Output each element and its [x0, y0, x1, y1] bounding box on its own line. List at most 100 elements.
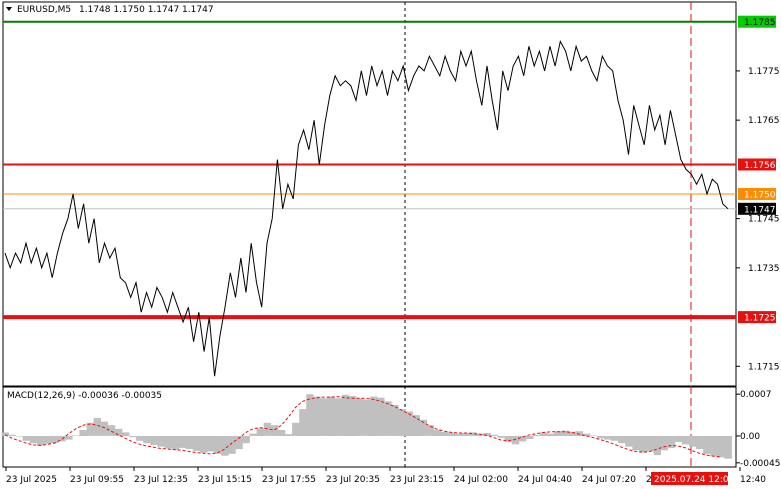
macd-histogram-bar: [547, 433, 555, 436]
macd-histogram-bar: [575, 431, 583, 436]
level-badge-label-2: 1.1750: [744, 191, 776, 201]
macd-histogram-bar: [150, 436, 158, 445]
macd-histogram-bar: [199, 436, 208, 453]
macd-histogram-bar: [440, 431, 449, 436]
macd-histogram-bar: [44, 436, 52, 444]
macd-histogram-bar: [36, 436, 45, 446]
macd-histogram-bar: [604, 436, 612, 440]
macd-histogram-bar: [582, 433, 591, 436]
macd-histogram-bar: [540, 432, 548, 436]
macd-histogram-bar: [710, 436, 718, 457]
time-label-3: 23 Jul 15:15: [198, 475, 252, 485]
price-series: [4, 39, 729, 377]
macd-axis: 0.0007 0.00 -0.00045: [736, 390, 780, 469]
time-label-9: 24 Jul 07:20: [582, 475, 636, 485]
time-label-4: 23 Jul 17:55: [262, 475, 316, 485]
macd-histogram-bar: [596, 436, 605, 439]
macd-histogram-bar: [653, 436, 661, 456]
macd-histogram-bar: [384, 401, 392, 436]
macd-histogram-bar: [15, 436, 23, 437]
macd-histogram-bar: [313, 396, 321, 436]
macd-histogram-bar: [674, 436, 683, 442]
macd-histogram-bar: [263, 422, 272, 436]
macd-histogram-bar: [107, 425, 116, 436]
macd-histogram-bar: [221, 436, 229, 456]
time-highlight-label: 2025.07.24 12:00: [654, 475, 735, 485]
time-label-6: 23 Jul 23:15: [390, 475, 444, 485]
macd-histogram-bar: [696, 436, 704, 450]
chart-header: EURUSD,M5 1.1748 1.1750 1.1747 1.1747: [6, 5, 214, 15]
macd-histogram-bar: [646, 436, 654, 452]
macd-histogram-bar: [157, 436, 165, 447]
macd-histogram-bar: [86, 422, 94, 436]
level-badge-1: [738, 158, 776, 171]
macd-histogram-bar: [497, 436, 505, 438]
time-axis: 23 Jul 2025 23 Jul 09:55 23 Jul 12:35 23 Ju…: [5, 467, 766, 485]
macd-histogram-bar: [306, 394, 314, 436]
macd-histogram-bar: [100, 421, 109, 436]
macd-histogram-bar: [207, 436, 215, 452]
dropdown-triangle-icon[interactable]: [6, 7, 12, 11]
macd-histogram-bar: [178, 436, 187, 448]
macd-histogram-bar: [51, 436, 59, 444]
macd-histogram-bar: [561, 430, 569, 436]
macd-histogram-bar: [65, 436, 73, 440]
macd-histogram-bar: [455, 433, 463, 436]
macd-histogram-bar: [689, 436, 697, 447]
price-line: [4, 39, 729, 377]
macd-histogram-bar: [320, 398, 328, 436]
macd-histogram-bar: [164, 436, 172, 449]
time-label-5: 23 Jul 20:35: [326, 475, 380, 485]
macd-histogram-bar: [511, 436, 520, 445]
macd-histogram-bar: [214, 436, 222, 454]
macd-histogram-bar: [391, 404, 399, 436]
macd-histogram-bar: [611, 436, 619, 441]
macd-tick-label-1: 0.00: [740, 432, 760, 442]
level-badge-label-3: 1.1747: [744, 205, 776, 215]
macd-histogram-bar: [72, 435, 80, 436]
macd-label: MACD(12,26,9) -0.00036 -0.00035: [7, 391, 162, 401]
macd-histogram-bar: [341, 394, 350, 436]
macd-histogram-bar: [93, 418, 101, 436]
symbol-label: EURUSD,M5: [17, 5, 71, 15]
time-label-7: 24 Jul 02:00: [454, 475, 508, 485]
macd-histogram-bar: [703, 436, 711, 454]
macd-histogram-bar: [79, 430, 87, 436]
macd-histogram-bar: [249, 433, 257, 436]
macd-histogram-bar: [171, 436, 179, 450]
price-tick-label-3: 1.1735: [748, 264, 780, 274]
macd-histogram-bar: [348, 396, 357, 436]
macd-histogram-bar: [632, 436, 640, 451]
macd-histogram-bar: [589, 435, 598, 436]
macd-histogram-bar: [377, 397, 385, 436]
macd-histogram-bar: [433, 430, 442, 436]
macd-histogram-bar: [185, 436, 194, 450]
macd-histogram-bar: [235, 436, 243, 450]
macd-histogram-bar: [129, 436, 137, 438]
macd-histogram-bar: [136, 436, 144, 441]
macd-signal-line: [4, 396, 721, 458]
time-label-1: 23 Jul 09:55: [70, 475, 124, 485]
level-badge-label-1: 1.1756: [744, 161, 776, 171]
level-badge-2: [738, 188, 776, 200]
macd-histogram-bar: [533, 434, 541, 436]
time-label-0: 23 Jul 2025: [6, 475, 57, 485]
level-badges: 1.1785 1.1756 1.1750 1.1747 1.1725: [738, 15, 776, 324]
macd-histogram-bar: [292, 422, 300, 436]
macd-histogram-bar: [192, 436, 201, 451]
price-axis: 1.1775 1.1765 1.1745 1.1735 1.1715: [736, 67, 780, 372]
macd-histogram-bar: [22, 436, 31, 441]
price-tick-label-4: 1.1715: [748, 362, 780, 372]
macd-indicator: [1, 394, 732, 459]
time-label-11: 12:40: [740, 475, 766, 485]
macd-histogram-bar: [483, 433, 491, 436]
time-label-2: 23 Jul 12:35: [134, 475, 188, 485]
macd-histogram-bar: [285, 434, 293, 436]
macd-histogram-bar: [228, 436, 236, 454]
price-tick-label-1: 1.1765: [748, 116, 780, 126]
macd-histogram-bar: [717, 436, 725, 458]
macd-histogram-bar: [469, 432, 477, 436]
level-badge-4: [738, 311, 776, 324]
macd-histogram-bar: [1, 432, 9, 436]
